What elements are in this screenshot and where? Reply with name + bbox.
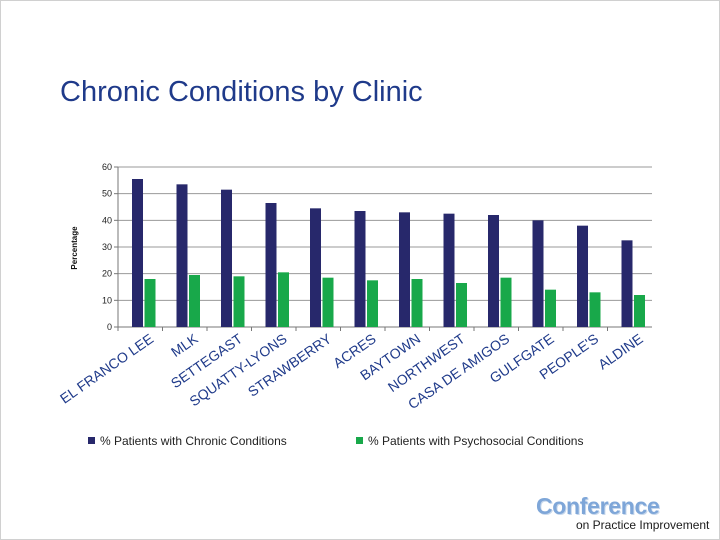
x-tick-label: ALDINE	[595, 330, 646, 372]
logo-title: Conference	[536, 493, 660, 519]
bar-psychosocial	[634, 295, 645, 327]
y-tick-label: 50	[102, 189, 112, 199]
bar-chronic	[310, 208, 321, 327]
x-tick-label: MLK	[168, 330, 201, 360]
y-tick-label: 0	[107, 322, 112, 332]
conference-logo: Conference on Practice Improvement	[536, 494, 716, 536]
bar-chronic	[443, 213, 455, 327]
y-tick-label: 20	[102, 269, 112, 279]
chart-legend: % Patients with Chronic Conditions % Pat…	[88, 434, 648, 450]
bar-psychosocial	[189, 275, 200, 327]
bar-psychosocial	[144, 279, 156, 327]
bar-psychosocial	[545, 289, 556, 327]
x-tick-label: EL FRANCO LEE	[57, 330, 156, 406]
bar-chronic	[488, 215, 499, 327]
bar-psychosocial	[456, 283, 467, 327]
axes	[114, 166, 652, 331]
logo-subtitle: on Practice Improvement	[576, 518, 710, 532]
bar-psychosocial	[322, 277, 334, 327]
bar-psychosocial	[500, 277, 512, 327]
legend-label-chronic: % Patients with Chronic Conditions	[100, 434, 287, 448]
bar-chronic	[354, 211, 366, 327]
bar-psychosocial	[411, 279, 423, 327]
legend-label-psychosocial: % Patients with Psychosocial Conditions	[368, 434, 584, 448]
legend-swatch-chronic	[88, 437, 95, 444]
y-tick-label: 30	[102, 242, 112, 252]
legend-swatch-psychosocial	[356, 437, 363, 444]
bar-psychosocial	[233, 276, 245, 327]
bar-chronic	[132, 179, 143, 327]
bar-psychosocial	[589, 292, 601, 327]
bar-psychosocial	[278, 272, 289, 327]
bar-psychosocial	[367, 280, 378, 327]
y-tick-label: 10	[102, 295, 112, 305]
bar-chronic	[176, 184, 188, 327]
bar-chronic	[265, 203, 277, 327]
bar-chronic	[577, 225, 588, 327]
bar-chronic	[532, 220, 544, 327]
bar-chronic	[621, 240, 633, 327]
y-axis-label: Percentage	[70, 226, 79, 270]
bar-chronic	[399, 212, 410, 327]
y-tick-label: 60	[102, 162, 112, 172]
page-title: Chronic Conditions by Clinic	[60, 76, 423, 108]
legend-item-psychosocial: % Patients with Psychosocial Conditions	[356, 434, 583, 448]
bar-chronic	[221, 189, 232, 327]
bars	[132, 179, 645, 327]
legend-item-chronic: % Patients with Chronic Conditions	[88, 434, 287, 448]
y-tick-label: 40	[102, 215, 112, 225]
